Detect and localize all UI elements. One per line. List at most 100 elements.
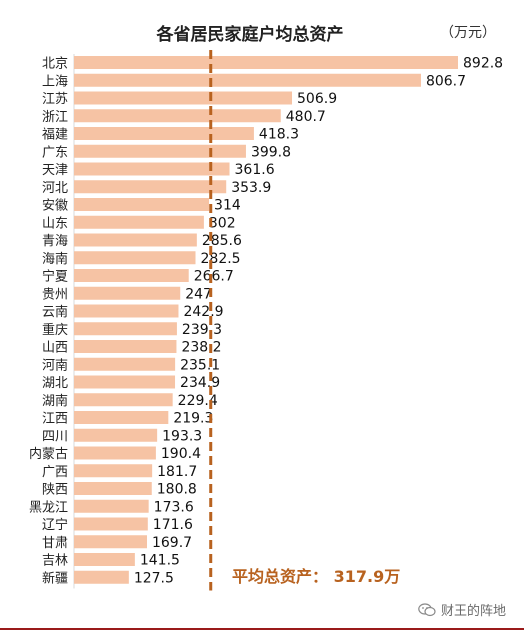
category-label: 青海 — [42, 234, 68, 249]
category-label: 安徽 — [42, 199, 68, 214]
category-label: 重庆 — [42, 322, 68, 338]
bar — [74, 162, 230, 176]
category-label: 江苏 — [42, 91, 68, 107]
value-label: 181.7 — [157, 464, 197, 480]
category-label: 山西 — [42, 341, 68, 356]
value-label: 171.6 — [153, 517, 193, 533]
value-label: 238.2 — [181, 340, 221, 356]
category-label: 湖南 — [42, 393, 68, 409]
bar — [74, 304, 179, 318]
category-label: 贵州 — [42, 287, 68, 302]
bar — [74, 411, 169, 424]
bar — [74, 286, 181, 300]
chart-unit: （万元） — [440, 25, 496, 41]
category-label: 天津 — [42, 163, 68, 178]
bar — [74, 127, 254, 140]
value-label: 190.4 — [161, 446, 201, 462]
value-label: 480.7 — [286, 109, 326, 125]
value-label: 506.9 — [297, 91, 337, 107]
bar — [74, 482, 152, 495]
category-label: 上海 — [42, 74, 68, 89]
bar — [74, 375, 176, 389]
bar — [74, 269, 189, 282]
bar — [74, 357, 176, 371]
category-label: 辽宁 — [42, 517, 68, 533]
bar — [74, 446, 156, 460]
bar — [74, 144, 246, 158]
value-label: 193.3 — [162, 428, 202, 444]
bar — [74, 251, 196, 265]
bar — [74, 233, 197, 247]
wechat-icon — [418, 602, 436, 616]
value-label: 169.7 — [152, 535, 192, 551]
value-label: 229.4 — [178, 393, 218, 409]
category-label: 湖北 — [42, 376, 68, 391]
category-label: 福建 — [42, 128, 68, 143]
value-label: 127.5 — [134, 570, 174, 586]
value-label: 353.9 — [231, 180, 271, 196]
bar — [74, 393, 173, 407]
value-label: 266.7 — [194, 269, 234, 285]
value-label: 247 — [185, 286, 212, 302]
bar — [74, 91, 293, 105]
value-label: 282.5 — [201, 251, 241, 267]
category-label: 江西 — [42, 412, 68, 427]
bar — [74, 73, 421, 87]
watermark-text: 财王的阵地 — [441, 604, 507, 619]
bar — [74, 180, 227, 194]
bar — [74, 517, 148, 531]
bar — [74, 535, 147, 549]
category-label: 甘肃 — [42, 536, 68, 551]
category-label: 宁夏 — [42, 269, 68, 285]
category-label: 云南 — [42, 304, 68, 320]
category-label: 四川 — [42, 429, 68, 444]
value-label: 173.6 — [154, 499, 194, 515]
value-label: 314 — [214, 198, 241, 214]
value-label: 234.9 — [180, 375, 220, 391]
average-value: 317.9万 — [333, 567, 401, 586]
watermark: 财王的阵地 — [418, 600, 506, 619]
bar — [74, 428, 158, 442]
bar — [74, 570, 129, 584]
bar — [74, 56, 458, 69]
bar — [74, 109, 281, 123]
category-label: 浙江 — [42, 110, 68, 125]
bar — [74, 340, 177, 353]
bar — [74, 553, 135, 566]
value-label: 418.3 — [259, 127, 299, 143]
category-label: 山东 — [42, 216, 68, 231]
bar — [74, 198, 210, 211]
category-label: 广东 — [42, 145, 68, 160]
value-label: 285.6 — [202, 233, 242, 249]
value-label: 361.6 — [235, 162, 275, 178]
value-label: 806.7 — [426, 73, 466, 89]
value-label: 141.5 — [140, 553, 180, 569]
value-label: 892.8 — [463, 56, 503, 72]
category-label: 陕西 — [42, 483, 68, 498]
category-label: 广西 — [42, 465, 68, 480]
value-label: 235.1 — [180, 357, 220, 373]
average-annotation: 平均总资产： 317.9万 — [232, 563, 400, 587]
category-label: 内蒙古 — [29, 446, 68, 462]
value-label: 180.8 — [157, 482, 197, 498]
category-label: 黑龙江 — [29, 500, 68, 515]
bar — [74, 499, 149, 513]
category-label: 河南 — [42, 357, 68, 373]
value-label: 239.3 — [182, 322, 222, 338]
bar — [74, 464, 153, 478]
category-label: 吉林 — [42, 554, 68, 569]
bottom-rule — [0, 628, 524, 630]
category-label: 北京 — [42, 57, 68, 72]
value-label: 242.9 — [183, 304, 223, 320]
category-label: 河北 — [42, 181, 68, 196]
category-label: 新疆 — [42, 570, 68, 586]
bar — [74, 215, 204, 229]
value-label: 219.3 — [173, 411, 213, 427]
average-label: 平均总资产： — [232, 567, 329, 586]
chart-title: 各省居民家庭户均总资产 — [156, 25, 344, 45]
bar — [74, 322, 177, 336]
category-label: 海南 — [42, 251, 68, 267]
value-label: 302 — [209, 215, 236, 231]
